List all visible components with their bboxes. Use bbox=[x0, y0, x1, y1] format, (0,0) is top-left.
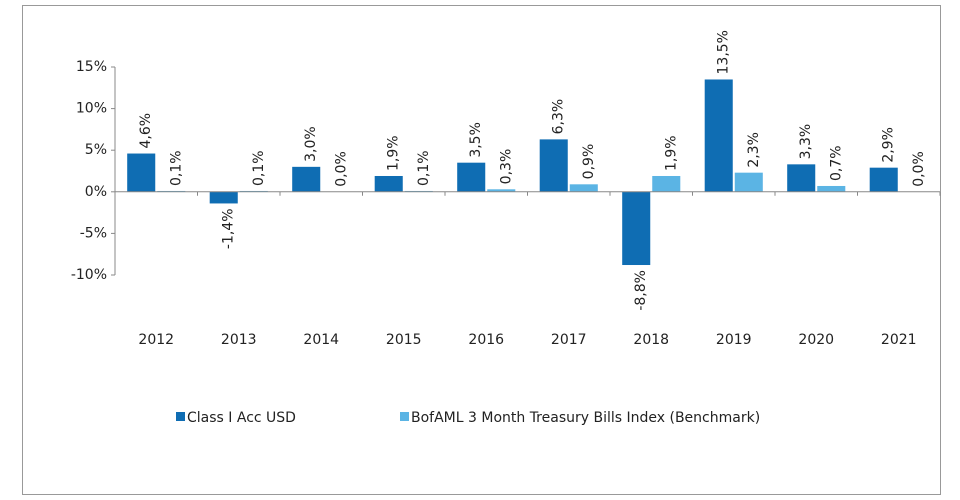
y-tick-label: -5% bbox=[80, 225, 107, 241]
x-tick-label: 2015 bbox=[386, 332, 422, 348]
legend-swatch bbox=[176, 412, 185, 421]
legend-swatch bbox=[400, 412, 409, 421]
x-tick-label: 2012 bbox=[138, 332, 174, 348]
x-tick-label: 2018 bbox=[633, 332, 669, 348]
data-label: 1,9% bbox=[663, 135, 679, 171]
bar bbox=[487, 189, 516, 192]
data-label: 0,3% bbox=[498, 149, 514, 185]
y-tick-label: -10% bbox=[71, 267, 107, 283]
bar bbox=[652, 175, 681, 192]
data-label: 0,1% bbox=[168, 150, 184, 186]
data-label: -1,4% bbox=[221, 208, 237, 249]
bar bbox=[209, 191, 238, 204]
data-label: 0,9% bbox=[581, 144, 597, 180]
data-label: 3,3% bbox=[798, 124, 814, 160]
bar bbox=[787, 164, 816, 192]
x-tick-label: 2013 bbox=[221, 332, 257, 348]
bar bbox=[622, 191, 651, 266]
bar bbox=[457, 162, 486, 192]
legend-label: Class I Acc USD bbox=[187, 410, 296, 426]
bar bbox=[869, 167, 898, 192]
bar bbox=[734, 172, 763, 192]
x-tick-label: 2016 bbox=[468, 332, 504, 348]
y-tick-label: 0% bbox=[85, 184, 107, 200]
bar bbox=[127, 153, 156, 192]
data-label: 2,3% bbox=[746, 132, 762, 168]
bar bbox=[817, 185, 846, 192]
data-label: 0,1% bbox=[416, 150, 432, 186]
data-label: 0,1% bbox=[251, 150, 267, 186]
bar bbox=[704, 79, 733, 192]
data-label: 2,9% bbox=[881, 127, 897, 163]
y-tick-label: 5% bbox=[85, 142, 107, 158]
data-label: 3,0% bbox=[303, 126, 319, 162]
data-label: 4,6% bbox=[138, 113, 154, 149]
bar bbox=[292, 166, 321, 192]
x-tick-label: 2017 bbox=[551, 332, 587, 348]
data-label: 0,0% bbox=[333, 151, 349, 187]
data-label: -8,8% bbox=[633, 270, 649, 311]
legend-label: BofAML 3 Month Treasury Bills Index (Ben… bbox=[411, 410, 760, 426]
x-tick-label: 2021 bbox=[881, 332, 917, 348]
data-label: 0,7% bbox=[828, 145, 844, 181]
bar bbox=[539, 139, 568, 192]
x-tick-label: 2020 bbox=[798, 332, 834, 348]
data-label: 0,0% bbox=[911, 151, 927, 187]
y-tick-label: 15% bbox=[76, 59, 107, 75]
bar bbox=[374, 175, 403, 192]
data-label: 13,5% bbox=[716, 30, 732, 74]
bar bbox=[569, 184, 598, 192]
data-label: 6,3% bbox=[551, 99, 567, 135]
data-label: 3,5% bbox=[468, 122, 484, 158]
y-tick-label: 10% bbox=[76, 101, 107, 117]
x-tick-label: 2019 bbox=[716, 332, 752, 348]
data-label: 1,9% bbox=[386, 135, 402, 171]
x-tick-label: 2014 bbox=[303, 332, 339, 348]
chart-frame bbox=[22, 5, 941, 495]
